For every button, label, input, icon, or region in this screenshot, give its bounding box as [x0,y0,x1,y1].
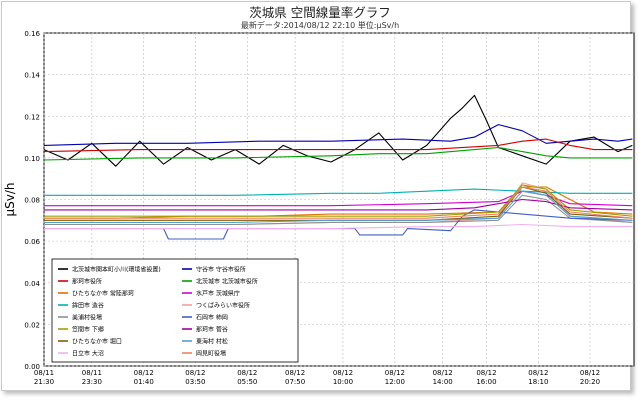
x-tick-time: 16:00 [476,378,496,386]
legend-entry: 鉾田市 造谷 [72,302,104,310]
x-tick-date: 08/12 [528,369,548,377]
legend-entry: 美浦村役場 [72,314,102,322]
x-tick-date: 08/12 [476,369,496,377]
legend-entry: 日立市 大沼 [72,350,104,358]
legend-entry: 北茨城市関本町小川(環境省設置) [72,266,161,274]
legend-entry: 東海村 村松 [196,338,228,346]
x-tick-time: 05:50 [237,378,257,386]
legend-entry: 岡見町役場 [196,350,226,358]
series-line [43,124,633,146]
legend-entry: 那珂市役所 [72,278,102,286]
legend-box [51,258,299,363]
x-tick-date: 08/12 [433,369,453,377]
x-tick-time: 01:40 [134,378,154,386]
x-tick-time: 03:50 [185,378,205,386]
x-tick-time: 14:00 [433,378,453,386]
y-tick-label: 0.04 [24,280,40,288]
axis-layer: 0.00 0.02 0.04 0.06 0.08 0.10 0.12 0.14 0.16 08/1… [3,30,600,386]
legend-entry: 北茨城市 北茨城市役所 [196,278,258,286]
legend-entry: ひたちなか市 常陸那珂 [72,290,134,298]
series-line [44,190,633,223]
y-tick-label: 0.08 [24,197,40,205]
y-axis-label: μSv/h [3,182,17,216]
legend-entry: 笠間市 下郷 [72,326,104,334]
chart-subtitle: 最新データ:2014/08/12 22:10 単位:μSv/h [240,21,400,30]
x-tick-date: 08/12 [333,369,353,377]
series-line [43,146,633,161]
x-tick-date: 08/11 [34,369,54,377]
legend-entry: つくばみらい市役所 [196,302,250,310]
x-tick-date: 08/12 [580,369,600,377]
y-tick-label: 0.16 [24,30,40,38]
series-line [44,194,633,226]
legend-entry: 守谷市 守谷市役所 [196,266,246,274]
y-tick-label: 0.12 [24,113,40,121]
series-layer [43,94,633,240]
x-tick-date: 08/12 [285,369,305,377]
series-line [44,184,633,217]
y-tick-label: 0.06 [24,238,40,246]
series-line [43,138,633,153]
series-line [44,223,633,230]
x-tick-time: 07:50 [285,378,305,386]
x-tick-time: 18:10 [528,378,548,386]
x-tick-time: 23:30 [82,378,102,386]
y-tick-label: 0.14 [24,72,40,80]
series-line [44,186,633,221]
legend-entry: ひたちなか市 堀口 [72,338,122,346]
x-tick-time: 12:00 [385,378,405,386]
series-line [44,209,633,240]
series-line [44,188,633,196]
x-tick-time: 21:30 [34,378,54,386]
x-tick-date: 08/12 [134,369,154,377]
legend-entry: 那珂市 菅谷 [196,326,228,334]
chart-title: 茨城県 空間線量率グラフ [249,5,391,20]
y-tick-label: 0.02 [24,321,40,329]
legend-entry: 水戸市 茨城県庁 [196,290,240,298]
y-tick-label: 0.10 [24,155,40,163]
x-tick-date: 08/12 [385,369,405,377]
series-line [44,186,633,219]
x-tick-date: 08/12 [185,369,205,377]
x-tick-time: 20:20 [580,378,600,386]
series-line [44,198,633,211]
x-tick-date: 08/12 [237,369,257,377]
x-tick-date: 08/11 [82,369,102,377]
x-tick-time: 10:00 [333,378,353,386]
y-tick-label: 0.00 [24,363,40,371]
legend-entry: 石岡市 柿岡 [196,314,228,322]
series-line [43,94,633,167]
